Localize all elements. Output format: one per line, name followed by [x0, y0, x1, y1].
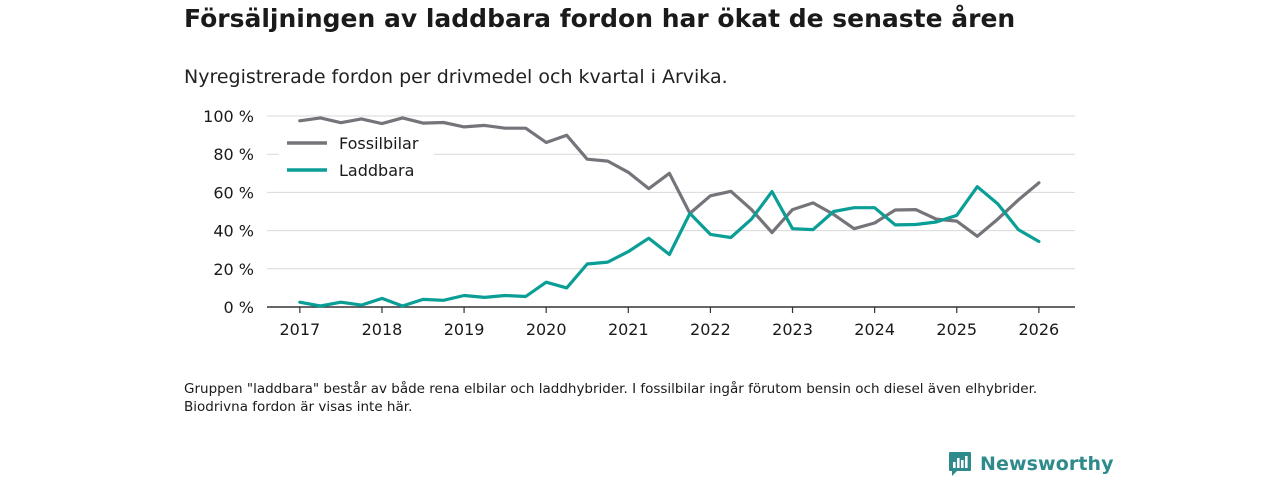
y-tick-label: 40 %: [213, 222, 254, 241]
x-tick-label: 2024: [854, 320, 895, 339]
y-axis: 0 % 20 % 40 % 60 % 80 % 100 %: [203, 107, 254, 317]
x-tick-label: 2020: [526, 320, 567, 339]
legend: Fossilbilar Laddbara: [279, 126, 434, 184]
x-tick-label: 2021: [608, 320, 649, 339]
legend-label: Fossilbilar: [339, 134, 419, 153]
chart-subtitle: Nyregistrerade fordon per drivmedel och …: [184, 66, 728, 88]
series-lines: [298, 116, 1041, 308]
footnote: Gruppen "laddbara" består av både rena e…: [184, 381, 1038, 415]
line-chart: 0 % 20 % 40 % 60 % 80 % 100 % 2017 2018 2019 202…: [203, 107, 1075, 339]
y-tick-label: 100 %: [203, 107, 254, 126]
x-tick-label: 2017: [279, 320, 320, 339]
y-tick-label: 20 %: [213, 260, 254, 279]
chart-title: Försäljningen av laddbara fordon har öka…: [184, 4, 1016, 33]
newsworthy-logo-icon: [949, 452, 971, 476]
x-tick-label: 2018: [362, 320, 403, 339]
x-tick-label: 2025: [936, 320, 977, 339]
y-tick-label: 0 %: [224, 298, 254, 317]
y-tick-label: 60 %: [213, 183, 254, 202]
x-tick-label: 2019: [444, 320, 485, 339]
y-tick-label: 80 %: [213, 145, 254, 164]
brand-name: Newsworthy: [980, 453, 1114, 475]
x-tick-label: 2022: [690, 320, 731, 339]
brand-logo[interactable]: Newsworthy: [948, 451, 1114, 477]
x-tick-label: 2023: [772, 320, 813, 339]
legend-background: [279, 126, 434, 184]
x-axis: 2017 2018 2019 2020 2021 2022 2023 2024 2025 2026: [267, 306, 1075, 339]
series-line-fossilbilar: [298, 116, 1041, 238]
x-tick-label: 2026: [1019, 320, 1060, 339]
legend-label: Laddbara: [339, 161, 414, 180]
series-line-laddbara: [298, 185, 1041, 308]
